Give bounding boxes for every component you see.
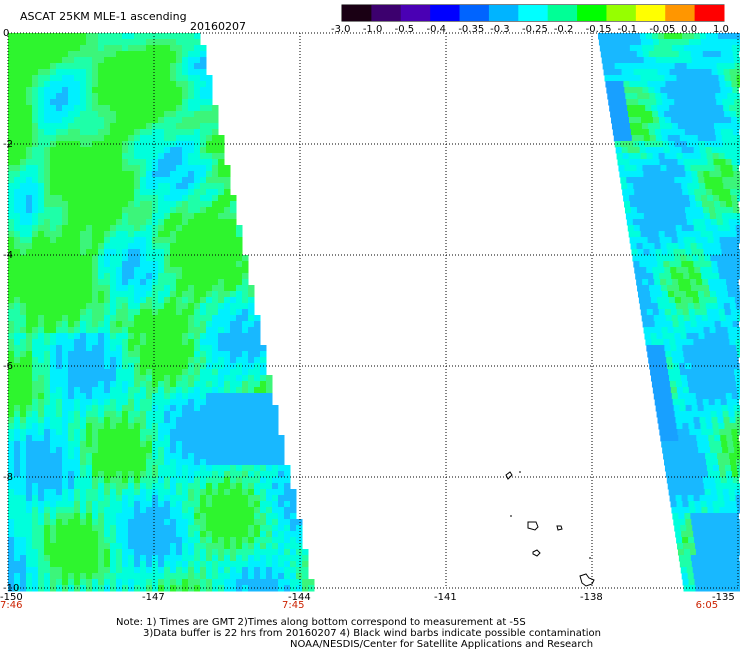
colorbar-label: 0.0 [681, 24, 698, 35]
colorbar-segment [547, 5, 578, 21]
island-outline [556, 525, 563, 531]
colorbar-segment [694, 5, 725, 21]
colorbar-segment [371, 5, 402, 21]
swath-east [598, 33, 740, 592]
x-tick-label: -138 [580, 592, 603, 603]
colorbar [342, 5, 725, 21]
colorbar-label: -0.3 [490, 24, 510, 35]
colorbar-segment [430, 5, 461, 21]
colorbar-segment [577, 5, 607, 21]
swath-west [8, 33, 315, 592]
y-tick-label: -10 [3, 583, 20, 594]
island-outline [532, 549, 541, 557]
colorbar-label: -3.0 [331, 24, 351, 35]
map-date: 20160207 [190, 20, 246, 33]
x-tick-label: -141 [434, 592, 457, 603]
colorbar-label: -0.35 [458, 24, 485, 35]
note-line-3: NOAA/NESDIS/Center for Satellite Applica… [290, 639, 594, 650]
lat-lon-grid [7, 32, 739, 589]
x-tick-label: -147 [142, 592, 165, 603]
island-outline [527, 521, 539, 531]
colorbar-label: -1.0 [362, 24, 383, 35]
map-title: ASCAT 25KM MLE-1 ascending [20, 10, 187, 23]
time-label: 6:05 [695, 600, 719, 611]
colorbar-label: -0.4 [426, 24, 447, 35]
time-label: 7:46 [0, 600, 23, 611]
colorbar-segment [635, 5, 666, 21]
colorbar-label: -0.05 [649, 24, 676, 35]
y-tick-label: -2 [3, 139, 13, 150]
colorbar-label: -0.2 [553, 24, 574, 35]
colorbar-label: 1.0 [713, 24, 729, 35]
x-tick-label: -150 [0, 592, 23, 603]
y-tick-label: -6 [3, 361, 13, 372]
colorbar-segment [518, 5, 549, 21]
colorbar-segment [400, 5, 431, 21]
note-line-2: 3)Data buffer is 22 hrs from 20160207 4)… [143, 628, 601, 639]
colorbar-label: -0.5 [394, 24, 415, 35]
island-outline [505, 471, 513, 480]
x-tick-label: -144 [288, 592, 311, 603]
y-tick-label: -8 [3, 472, 13, 483]
colorbar-segment [488, 5, 519, 21]
islands [505, 471, 595, 587]
note-line-1: Note: 1) Times are GMT 2)Times along bot… [116, 617, 526, 628]
time-label: 7:45 [282, 600, 305, 611]
colorbar-segment [342, 5, 372, 21]
x-tick-label: -135 [712, 592, 735, 603]
colorbar-label: -0.1 [617, 24, 638, 35]
colorbar-segment [459, 5, 490, 21]
y-tick-label: -4 [3, 250, 13, 261]
island-outline [579, 573, 595, 587]
colorbar-label: -0.15 [585, 24, 612, 35]
colorbar-segment [665, 5, 696, 21]
colorbar-label: -0.25 [522, 24, 548, 35]
colorbar-segment [606, 5, 637, 21]
y-tick-label: 0 [3, 28, 10, 39]
